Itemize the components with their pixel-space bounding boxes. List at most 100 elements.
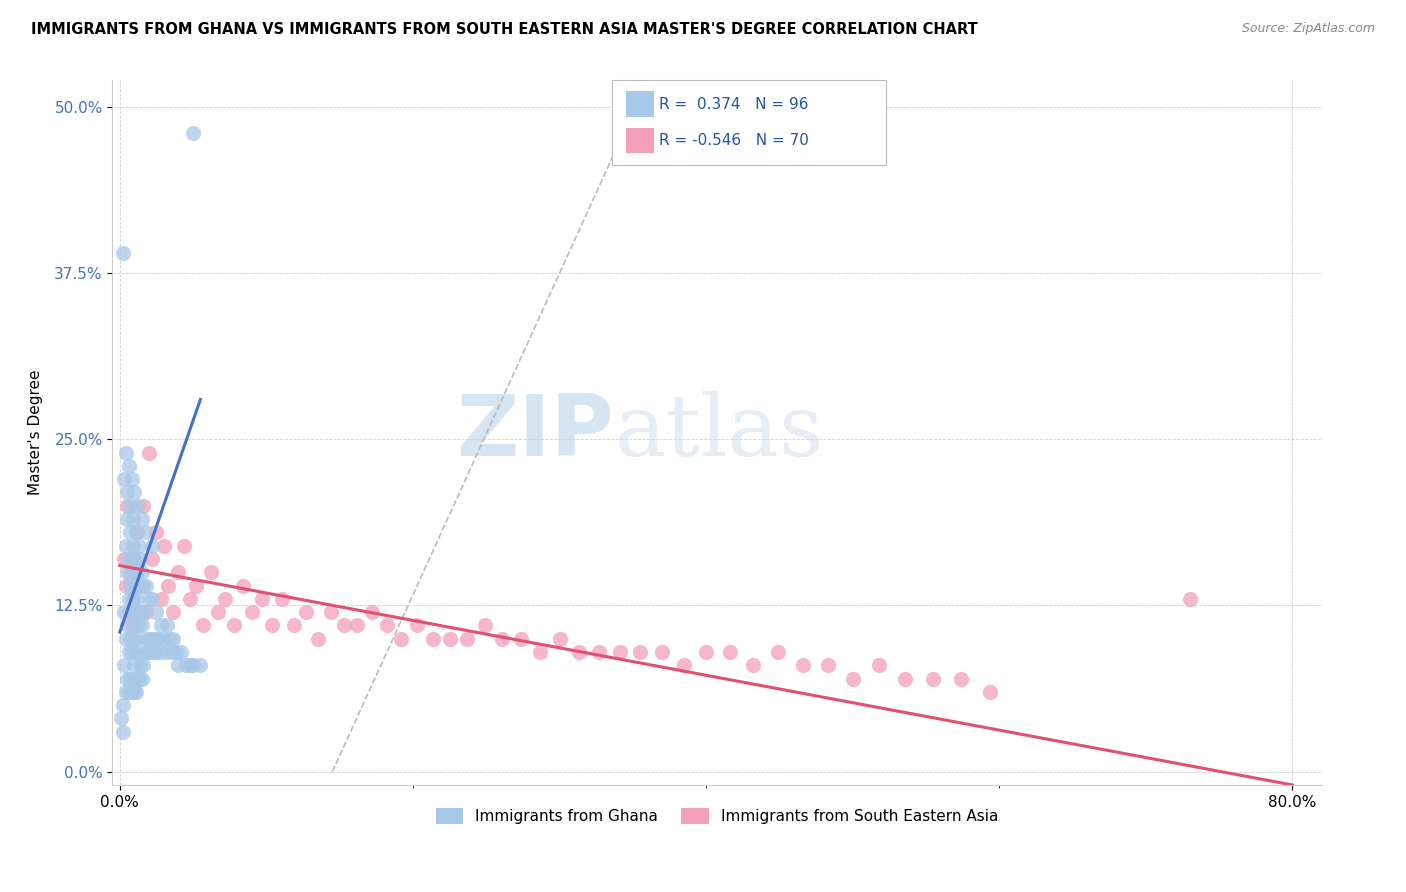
Point: [129, 578, 152, 592]
Point: [111, 246, 134, 260]
Point: [165, 645, 187, 659]
Point: [143, 632, 166, 646]
Point: [979, 685, 1001, 699]
Point: [179, 591, 201, 606]
Point: [131, 566, 153, 580]
Point: [718, 645, 741, 659]
Text: R = -0.546   N = 70: R = -0.546 N = 70: [659, 133, 810, 148]
Point: [129, 552, 152, 566]
Point: [138, 632, 160, 646]
Point: [588, 645, 610, 659]
Point: [146, 632, 169, 646]
Point: [162, 605, 184, 619]
Point: [510, 632, 533, 646]
Point: [1178, 591, 1201, 606]
Point: [766, 645, 789, 659]
Point: [157, 578, 180, 592]
Point: [121, 645, 143, 659]
Point: [125, 525, 148, 540]
Point: [139, 645, 162, 659]
Point: [162, 632, 184, 646]
Point: [129, 605, 152, 619]
Point: [121, 566, 143, 580]
Point: [361, 605, 384, 619]
Point: [456, 632, 478, 646]
Point: [152, 539, 174, 553]
Point: [894, 672, 917, 686]
Point: [135, 632, 157, 646]
Point: [131, 672, 153, 686]
Point: [124, 685, 146, 699]
Point: [117, 458, 139, 473]
Point: [141, 632, 163, 646]
Point: [950, 672, 973, 686]
Point: [117, 645, 139, 659]
Point: [128, 672, 150, 686]
Point: [122, 512, 145, 526]
Point: [567, 645, 589, 659]
Point: [141, 552, 163, 566]
Point: [141, 539, 163, 553]
Point: [142, 645, 165, 659]
Point: [149, 591, 172, 606]
Point: [135, 605, 157, 619]
Point: [132, 499, 155, 513]
Point: [548, 632, 571, 646]
Point: [406, 618, 429, 632]
Point: [389, 632, 412, 646]
Point: [132, 578, 155, 592]
Point: [179, 658, 201, 673]
Point: [115, 499, 138, 513]
Point: [127, 499, 149, 513]
Point: [422, 632, 444, 646]
Point: [159, 632, 181, 646]
Point: [129, 658, 152, 673]
Point: [117, 591, 139, 606]
Y-axis label: Master's Degree: Master's Degree: [28, 370, 44, 495]
Point: [868, 658, 890, 673]
Point: [240, 605, 263, 619]
Text: Source: ZipAtlas.com: Source: ZipAtlas.com: [1241, 22, 1375, 36]
Point: [529, 645, 551, 659]
Point: [135, 578, 157, 592]
Point: [628, 645, 651, 659]
Point: [181, 127, 204, 141]
Point: [250, 591, 273, 606]
Point: [120, 499, 142, 513]
Point: [214, 591, 236, 606]
Point: [127, 591, 149, 606]
Point: [132, 658, 155, 673]
Point: [190, 658, 212, 673]
Point: [156, 645, 179, 659]
Point: [112, 658, 135, 673]
Point: [232, 578, 254, 592]
Point: [271, 591, 294, 606]
Point: [131, 512, 153, 526]
Point: [114, 445, 136, 459]
Legend: Immigrants from Ghana, Immigrants from South Eastern Asia: Immigrants from Ghana, Immigrants from S…: [430, 802, 1004, 830]
Point: [121, 472, 143, 486]
Point: [114, 539, 136, 553]
Point: [115, 672, 138, 686]
Point: [127, 525, 149, 540]
Point: [120, 525, 142, 540]
Text: IMMIGRANTS FROM GHANA VS IMMIGRANTS FROM SOUTH EASTERN ASIA MASTER'S DEGREE CORR: IMMIGRANTS FROM GHANA VS IMMIGRANTS FROM…: [31, 22, 977, 37]
Point: [111, 698, 134, 713]
Point: [122, 591, 145, 606]
Point: [114, 578, 136, 592]
Point: [134, 645, 156, 659]
Point: [651, 645, 673, 659]
Point: [138, 445, 160, 459]
Point: [149, 645, 172, 659]
Point: [127, 672, 149, 686]
Point: [124, 578, 146, 592]
Point: [262, 618, 284, 632]
Point: [115, 485, 138, 500]
Point: [307, 632, 329, 646]
Point: [124, 658, 146, 673]
Point: [121, 685, 143, 699]
Point: [124, 552, 146, 566]
Point: [120, 672, 142, 686]
Point: [132, 605, 155, 619]
Point: [841, 672, 863, 686]
